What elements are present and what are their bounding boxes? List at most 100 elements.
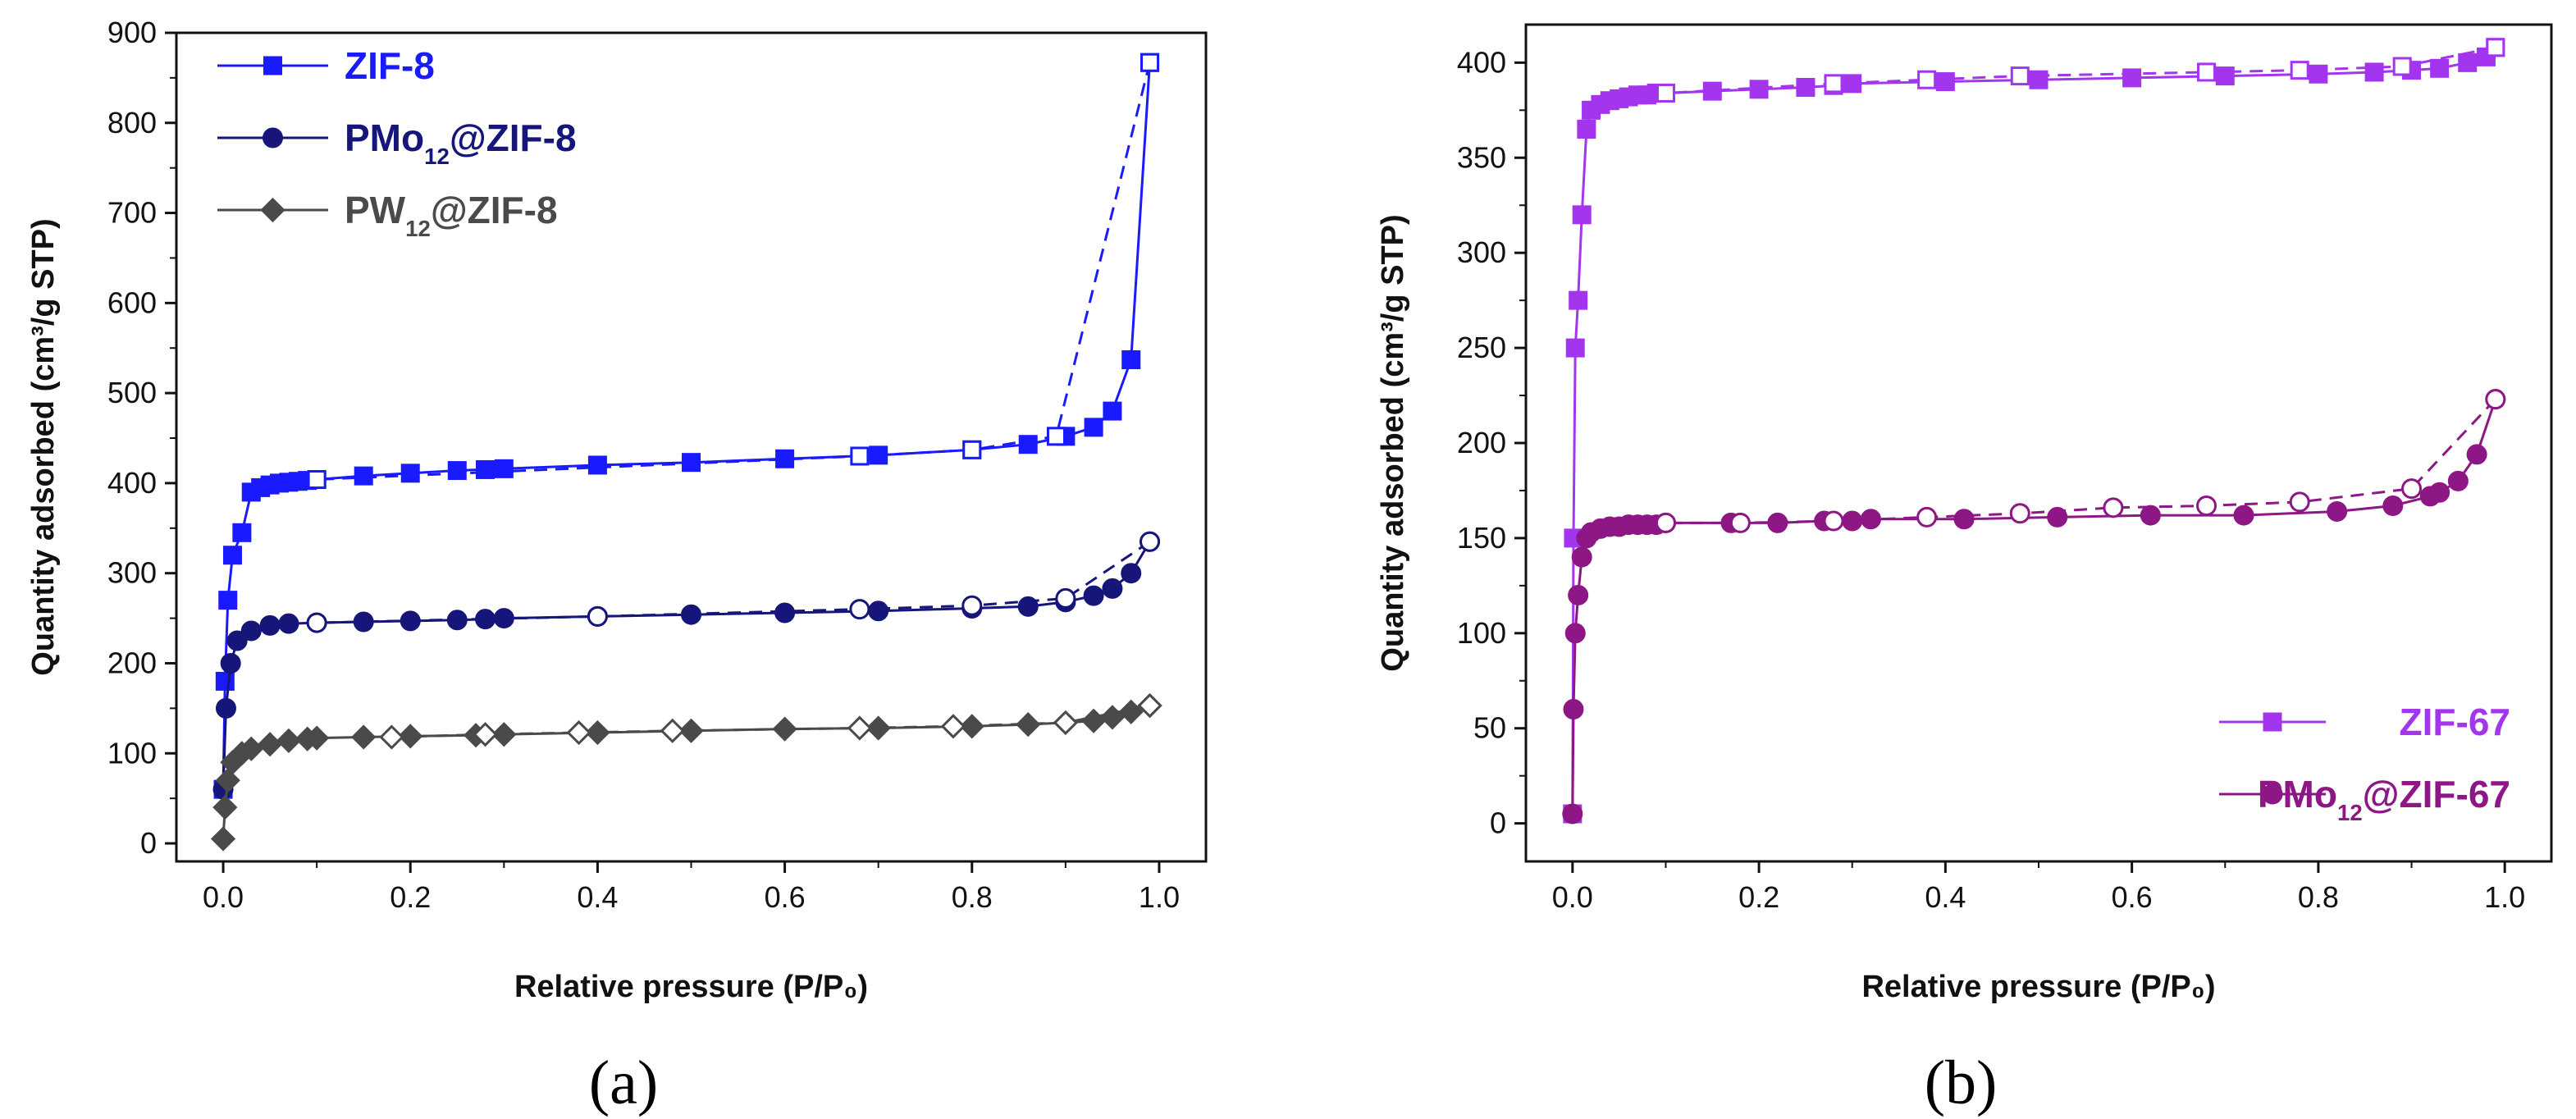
- adsorption-point: [866, 715, 891, 741]
- adsorption-point: [1860, 509, 1881, 530]
- legend-label-rest: @ZIF-67: [2363, 773, 2510, 815]
- adsorption-point: [2327, 500, 2348, 522]
- desorption-point: [1140, 531, 1161, 552]
- series-ZIF-67: [1563, 38, 2505, 824]
- y-tick-label: 800: [107, 106, 157, 139]
- desorption-point: [1729, 512, 1751, 533]
- y-tick-label: 150: [1457, 521, 1506, 555]
- adsorption-line: [222, 541, 1151, 790]
- adsorption-point: [1935, 72, 1955, 92]
- adsorption-point: [1843, 74, 1862, 94]
- adsorption-point: [1016, 712, 1041, 738]
- adsorption-point: [2429, 482, 2450, 503]
- adsorption-line: [1571, 399, 2497, 815]
- legend-label: ZIF-8: [345, 44, 435, 87]
- chart-panel-a: 0.0 0.2 0.4 0.6 0.8 1.0 0 100 200 300 400 500 600 700…: [26, 16, 1208, 1117]
- adsorption-point: [868, 601, 889, 622]
- desorption-point: [1140, 53, 1160, 72]
- adsorption-point: [1749, 80, 1769, 99]
- adsorption-point: [215, 768, 240, 793]
- adsorption-point: [1572, 205, 1592, 225]
- legend-item: PW12@ZIF-8: [217, 189, 558, 241]
- desorption-point: [940, 714, 966, 739]
- adsorption-point: [681, 604, 701, 625]
- adsorption-point: [774, 602, 796, 623]
- legend-label-rest: @ZIF-8: [431, 189, 558, 231]
- desorption-point: [1655, 512, 1676, 533]
- series-ZIF-8: [213, 53, 1160, 799]
- adsorption-point: [215, 671, 235, 691]
- desorption-point: [473, 722, 498, 747]
- y-tick-label: 400: [107, 466, 157, 500]
- adsorption-point: [2309, 64, 2328, 84]
- panel-caption: (b): [1925, 1048, 1998, 1117]
- legend-label: PMo12@ZIF-8: [345, 116, 577, 169]
- legend-label: PMo12@ZIF-67: [2258, 773, 2510, 825]
- adsorption-point: [678, 718, 704, 743]
- desorption-point: [2010, 66, 2030, 86]
- adsorption-point: [304, 725, 330, 751]
- adsorption-point: [2215, 66, 2235, 86]
- adsorption-point: [1018, 435, 1038, 454]
- desorption-point: [566, 719, 591, 746]
- x-tick-label: 1.0: [2484, 880, 2525, 914]
- adsorption-point: [226, 630, 248, 651]
- y-tick-label: 0: [1490, 806, 1506, 840]
- desorption-point: [1916, 506, 1938, 528]
- adsorption-point: [1564, 623, 1586, 644]
- adsorption-point: [1569, 290, 1588, 310]
- legend-label-base: PMo: [2258, 773, 2337, 815]
- legend-marker: [2262, 783, 2283, 805]
- desorption-point: [2486, 38, 2505, 57]
- adsorption-point: [1121, 563, 1142, 584]
- adsorption-point: [259, 614, 281, 636]
- desorption-point: [850, 446, 870, 466]
- adsorption-point: [1842, 510, 1863, 532]
- x-axis-title: Relative pressure (P/P₀): [514, 970, 868, 1004]
- adsorption-point: [447, 461, 467, 481]
- desorption-point: [1823, 510, 1844, 532]
- desorption-point: [2290, 61, 2309, 80]
- legend-marker: [2263, 712, 2282, 732]
- legend-label-base: ZIF-8: [345, 44, 435, 87]
- x-tick-label: 1.0: [1139, 880, 1180, 914]
- desorption-line: [317, 62, 1151, 481]
- y-tick-label: 500: [107, 376, 157, 409]
- y-tick-label: 900: [107, 16, 157, 49]
- adsorption-point: [1103, 401, 1122, 421]
- desorption-line: [1665, 398, 2496, 524]
- adsorption-point: [491, 722, 517, 747]
- y-tick-label: 700: [107, 196, 157, 230]
- legend-item: ZIF-67: [2219, 701, 2510, 743]
- adsorption-point: [1953, 509, 1975, 530]
- legend-label: ZIF-67: [2400, 701, 2510, 743]
- x-tick-label: 0.8: [952, 880, 993, 914]
- adsorption-point: [1118, 699, 1144, 724]
- desorption-point: [961, 595, 983, 616]
- adsorption-point: [398, 724, 423, 749]
- series-PMo12@ZIF-8: [212, 531, 1161, 800]
- adsorption-point: [446, 610, 468, 631]
- adsorption-point: [2047, 506, 2068, 528]
- adsorption-point: [1568, 584, 1589, 605]
- adsorption-point: [1017, 596, 1039, 617]
- adsorption-line: [222, 62, 1151, 790]
- y-axis-title: Quantity adsorbed (cm³/g STP): [26, 218, 61, 675]
- desorption-point: [1137, 692, 1162, 719]
- y-tick-label: 400: [1457, 45, 1506, 79]
- adsorption-point: [239, 736, 264, 761]
- adsorption-point: [278, 613, 299, 634]
- legend-marker: [263, 127, 283, 148]
- adsorption-point: [218, 591, 238, 610]
- adsorption-point: [354, 466, 373, 486]
- desorption-point: [307, 470, 327, 490]
- adsorption-point: [1563, 699, 1584, 720]
- desorption-point: [849, 599, 870, 620]
- desorption-point: [1046, 427, 1066, 446]
- adsorption-point: [215, 697, 236, 719]
- adsorption-point: [1767, 512, 1788, 533]
- legend-label-base: PW: [345, 189, 406, 231]
- adsorption-point: [1565, 338, 1585, 358]
- adsorption-point: [222, 546, 242, 565]
- adsorption-point: [351, 724, 377, 750]
